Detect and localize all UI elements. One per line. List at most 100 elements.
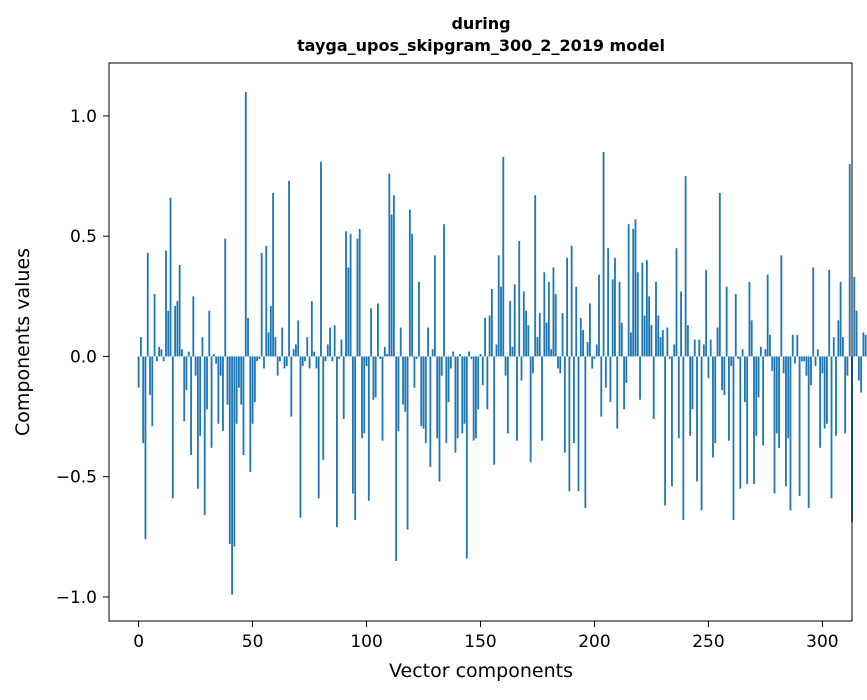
bar [636, 272, 639, 357]
bar [169, 197, 172, 357]
bar [536, 337, 539, 357]
bar [196, 356, 199, 489]
bar [285, 356, 288, 367]
bar [315, 356, 318, 369]
bar [443, 224, 445, 357]
bar [588, 303, 591, 357]
bar [447, 356, 450, 403]
bar [242, 356, 245, 456]
bar [721, 356, 723, 391]
bar [361, 356, 363, 439]
bar [392, 195, 395, 357]
bar [158, 346, 161, 357]
bar [247, 317, 249, 357]
bar [568, 356, 571, 492]
bar [525, 310, 527, 357]
bar [345, 231, 347, 357]
bar [753, 356, 755, 484]
bar [709, 339, 712, 357]
bar [595, 344, 598, 357]
bar [313, 351, 316, 357]
bar [408, 209, 411, 357]
bar [326, 344, 329, 357]
bar [746, 356, 749, 484]
bar [563, 356, 566, 453]
bar [616, 356, 619, 429]
bars-group [137, 91, 867, 595]
bar [554, 293, 557, 357]
bar [773, 356, 776, 494]
bar [830, 356, 833, 499]
bar [183, 356, 186, 422]
bar [459, 354, 461, 357]
bar [547, 281, 550, 357]
bar [655, 281, 657, 357]
bar [593, 356, 596, 359]
bar [253, 356, 256, 403]
bar [294, 344, 297, 357]
bar [167, 310, 170, 357]
bar [789, 356, 792, 511]
bar [807, 356, 810, 508]
bar [664, 356, 667, 506]
bar [643, 315, 646, 357]
x-tick-label: 200 [578, 632, 610, 652]
bar [267, 332, 270, 357]
bar [634, 219, 637, 357]
bar [142, 356, 145, 444]
bar [203, 356, 206, 516]
bar [137, 356, 140, 388]
bar [181, 349, 183, 357]
bar [424, 356, 427, 444]
bar [174, 305, 176, 357]
x-axis-label: Vector components [389, 660, 573, 682]
bar [805, 356, 808, 376]
bar [707, 356, 710, 379]
bar [828, 269, 831, 357]
bar [199, 356, 202, 436]
bar [329, 327, 331, 357]
bar [354, 356, 357, 520]
bar [260, 253, 263, 357]
bar [652, 356, 655, 419]
bar [639, 356, 641, 400]
bar [381, 356, 384, 441]
bar [723, 356, 726, 395]
bar [579, 317, 582, 357]
bar [281, 327, 284, 357]
bar [155, 356, 158, 362]
bar [814, 356, 817, 367]
bar [750, 320, 753, 357]
bar [185, 356, 188, 391]
bar [374, 356, 377, 398]
bar [470, 356, 473, 359]
y-axis-label: Components values [12, 248, 34, 436]
bar [406, 356, 409, 530]
bar [372, 356, 375, 400]
bar [317, 356, 320, 499]
bar [297, 320, 300, 357]
bar [210, 356, 213, 448]
bar [618, 281, 621, 357]
bar [320, 161, 322, 357]
bar [240, 356, 243, 405]
bar [153, 293, 156, 357]
bar [812, 267, 815, 357]
bar [192, 296, 195, 357]
bar [714, 356, 717, 444]
bar [602, 151, 605, 357]
bar [566, 257, 569, 357]
bar [431, 349, 434, 357]
bar [208, 310, 211, 357]
plot-frame [108, 62, 853, 622]
bar [440, 356, 443, 376]
bar [543, 272, 546, 357]
bar [857, 356, 860, 381]
bar [538, 313, 541, 357]
bar [427, 327, 429, 357]
bar [860, 356, 863, 393]
bar [527, 325, 530, 357]
bar [686, 325, 689, 357]
bar [238, 356, 240, 388]
bar [479, 354, 482, 357]
